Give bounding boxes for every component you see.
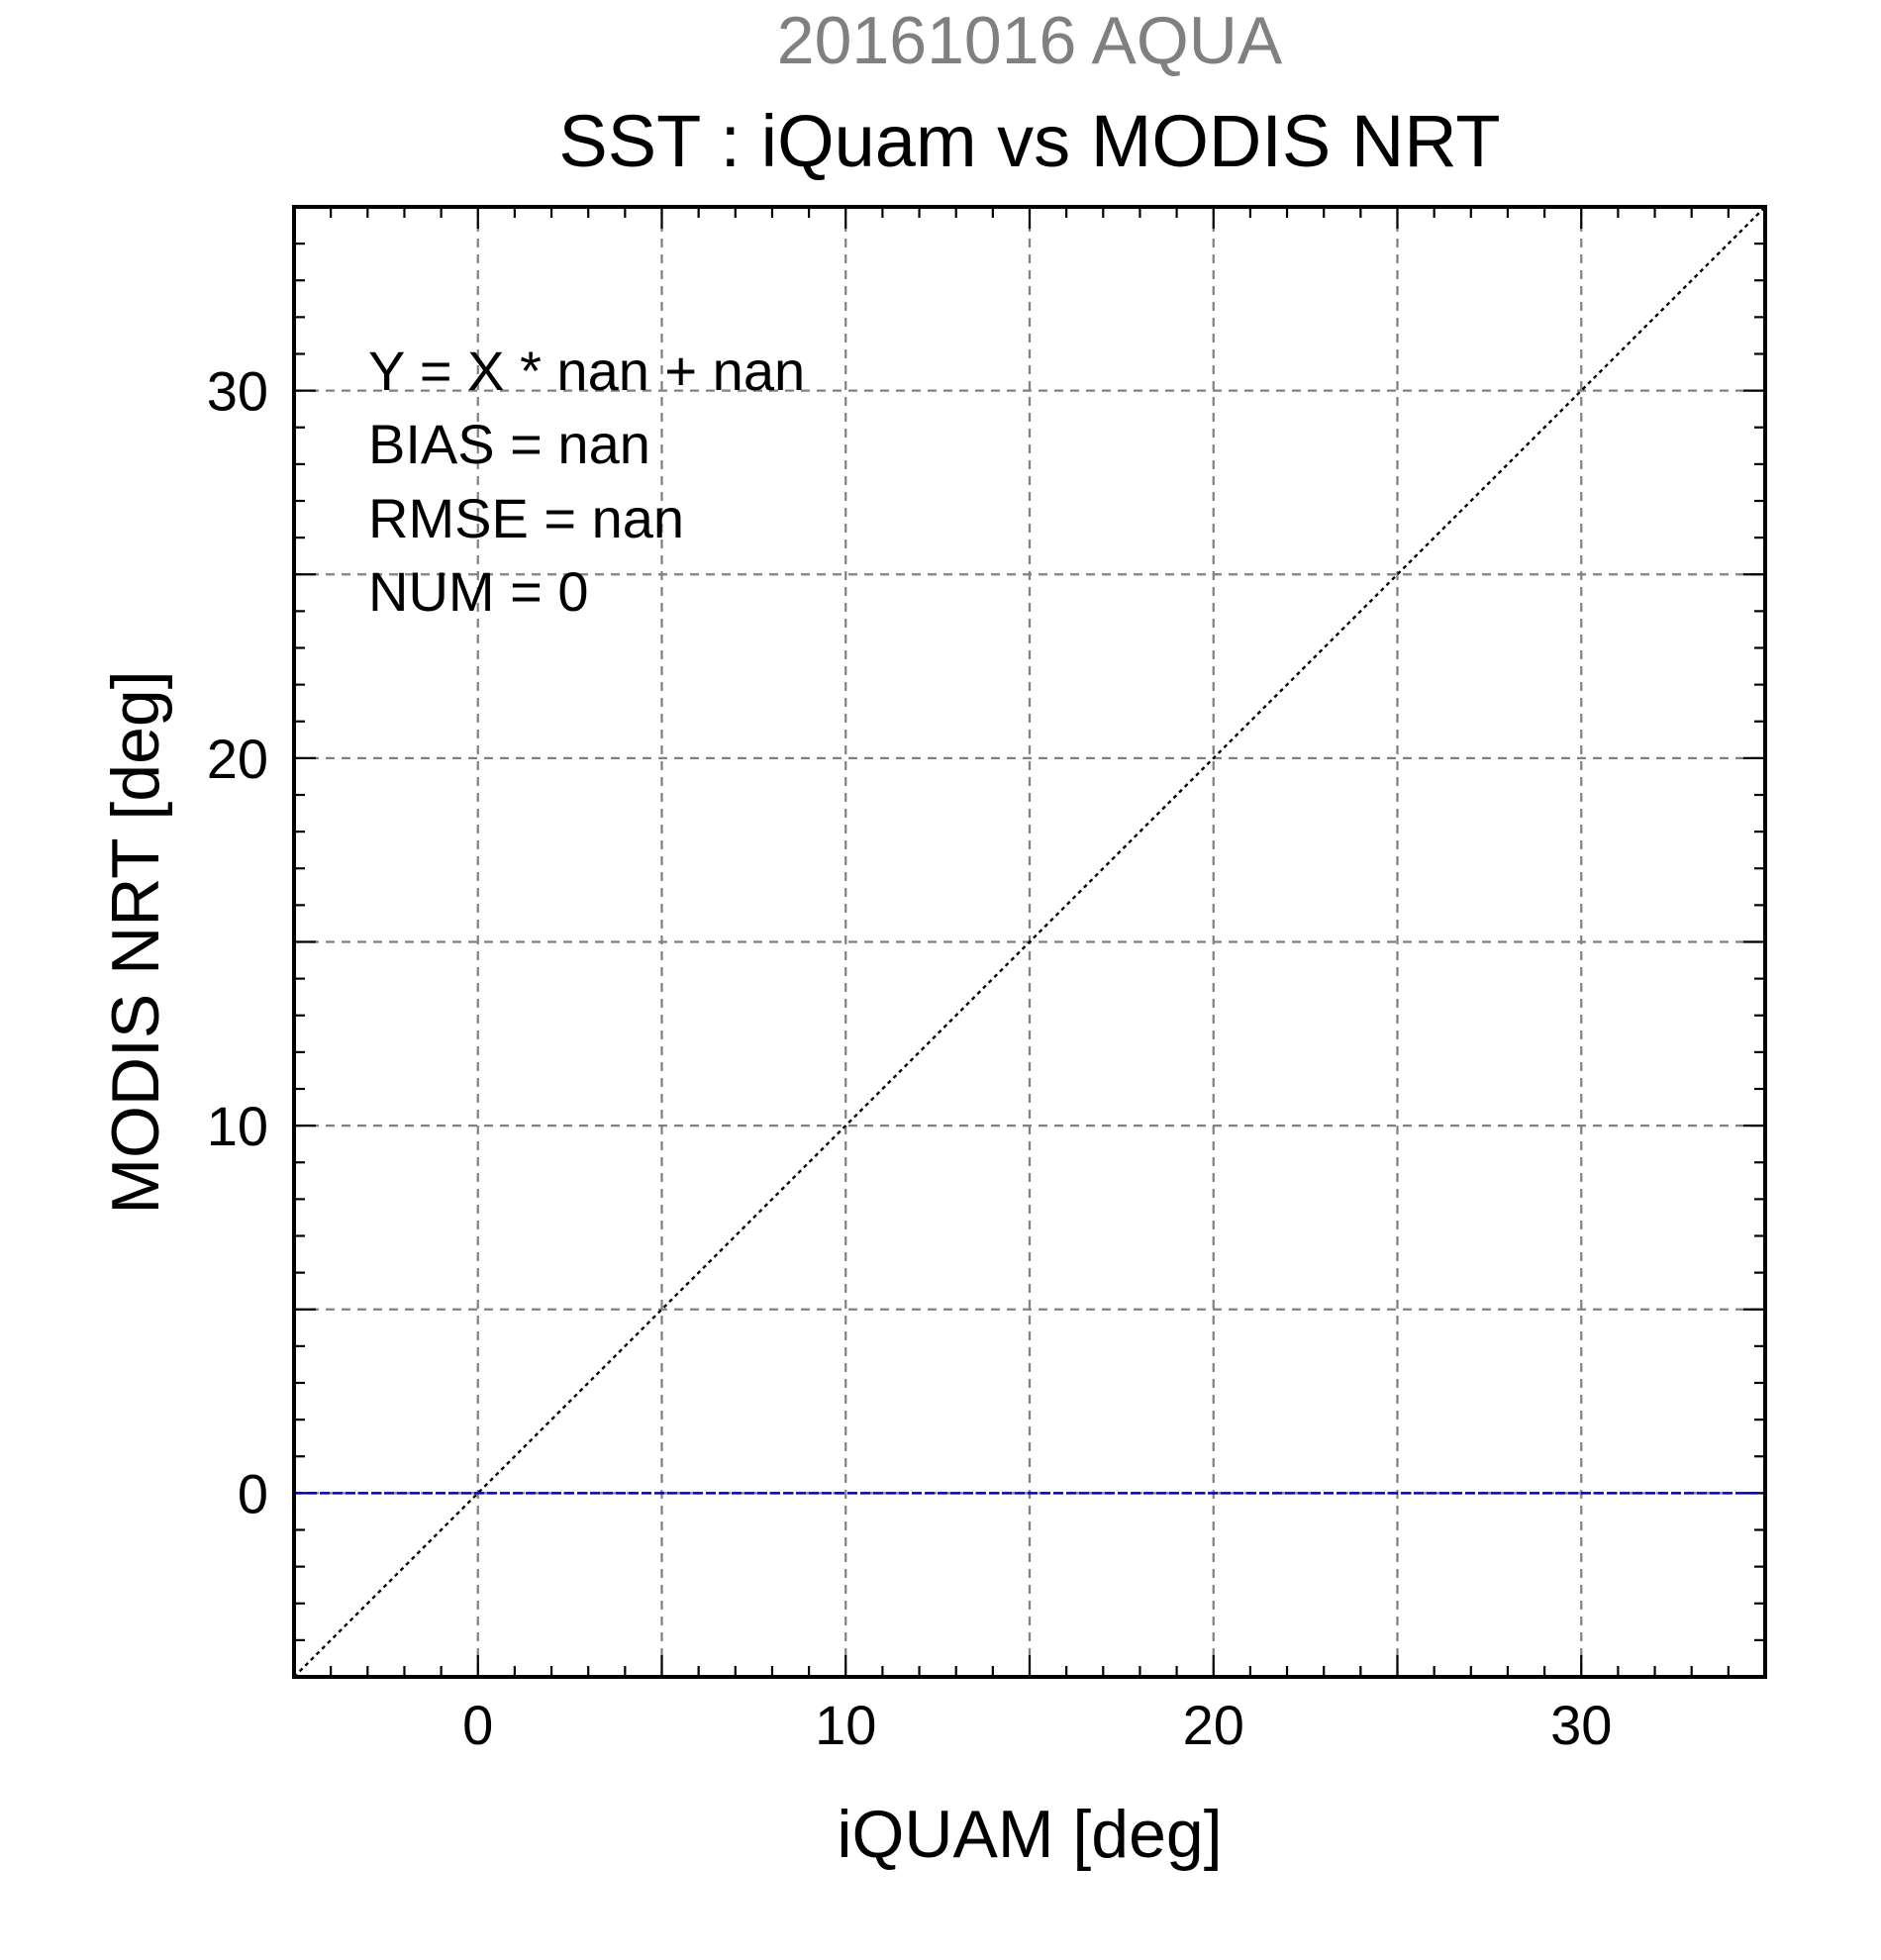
y-tick-label: 10 xyxy=(207,1095,268,1157)
x-axis-label: iQUAM [deg] xyxy=(837,1797,1222,1872)
grid-lines xyxy=(294,207,1765,1677)
y-tick-label: 0 xyxy=(238,1462,268,1524)
chart-supertitle: 20161016 AQUA xyxy=(777,3,1283,78)
tick-labels: 0 10 20 30 0 10 20 30 xyxy=(207,360,1613,1756)
stat-num: NUM = 0 xyxy=(368,560,589,623)
y-tick-label: 20 xyxy=(207,728,268,790)
x-tick-label: 10 xyxy=(815,1694,876,1756)
x-tick-label: 0 xyxy=(462,1694,493,1756)
chart-title: SST : iQuam vs MODIS NRT xyxy=(558,100,1500,182)
x-tick-label: 30 xyxy=(1550,1694,1612,1756)
stat-bias: BIAS = nan xyxy=(368,413,650,475)
y-tick-label: 30 xyxy=(207,360,268,423)
y-axis-label: MODIS NRT [deg] xyxy=(98,670,173,1214)
stat-rmse: RMSE = nan xyxy=(368,487,684,549)
plot-area-frame xyxy=(292,205,1767,1679)
one-to-one-line xyxy=(293,206,1766,1678)
reference-lines xyxy=(293,206,1766,1678)
x-tick-label: 20 xyxy=(1183,1694,1244,1756)
stat-fit-equation: Y = X * nan + nan xyxy=(368,340,805,402)
